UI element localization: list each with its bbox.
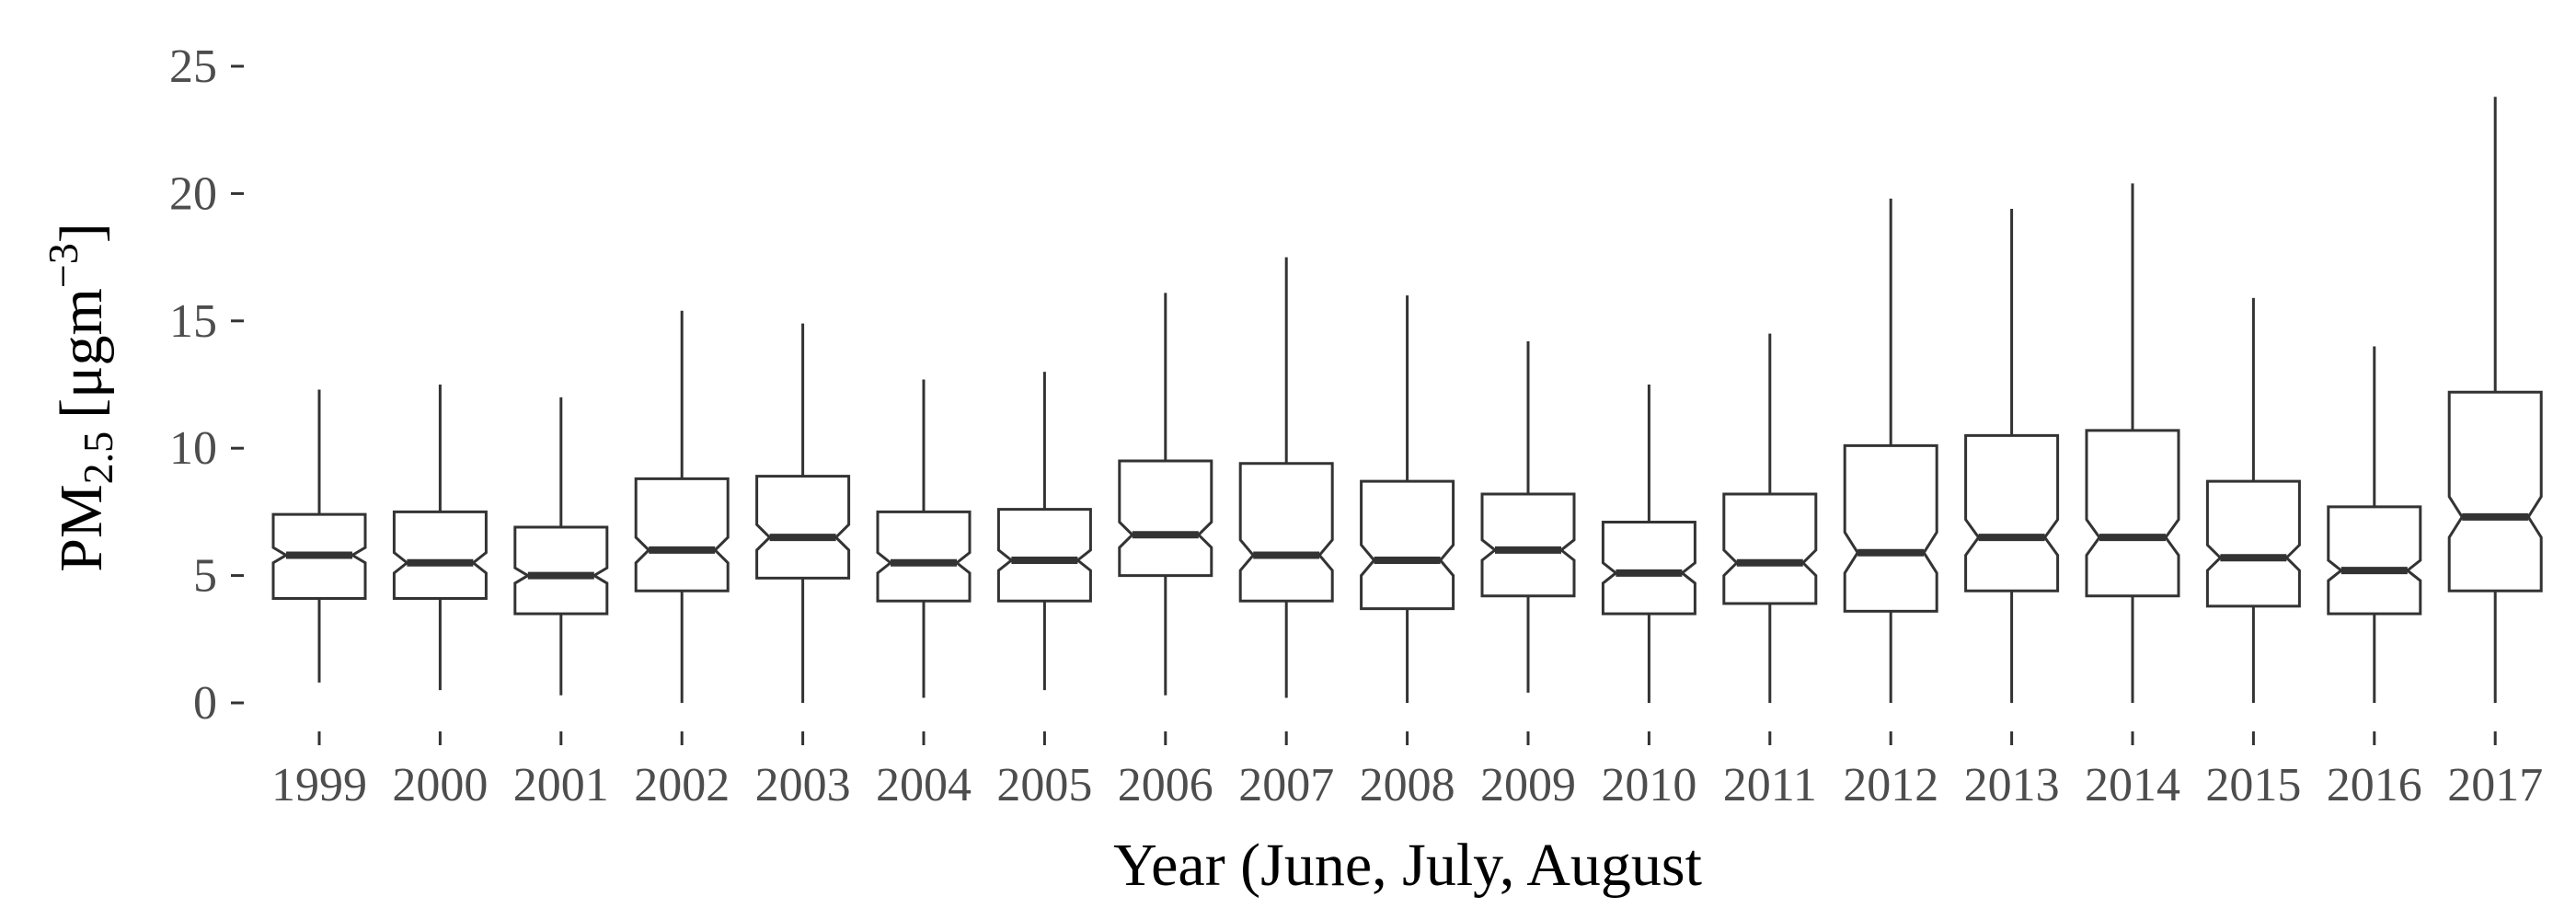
box-1999: [271, 389, 367, 683]
box-body: [2327, 505, 2422, 615]
box-2005: [996, 372, 1092, 691]
box-2010: [1601, 385, 1696, 703]
y-tick-label-5: 25: [169, 40, 217, 93]
x-tick-label-13: 2012: [1843, 759, 1938, 811]
box-2011: [1722, 333, 1818, 703]
box-body: [1480, 492, 1576, 598]
y-tick-label-0: 0: [193, 677, 217, 730]
x-tick-label-5: 2004: [876, 759, 972, 811]
box-2012: [1843, 198, 1938, 703]
box-body: [1118, 459, 1213, 578]
box-2008: [1360, 295, 1455, 703]
x-tick-label-0: 1999: [271, 759, 367, 811]
box-body: [1722, 492, 1818, 605]
x-tick-label-9: 2008: [1360, 759, 1455, 811]
box-body: [2205, 479, 2301, 608]
x-axis-title: Year (June, July, August: [1113, 832, 1702, 899]
x-tick-label-4: 2003: [755, 759, 851, 811]
box-body: [392, 510, 488, 601]
x-tick-label-8: 2007: [1238, 759, 1334, 811]
x-tick-label-14: 2013: [1964, 759, 2060, 811]
x-tick-label-3: 2002: [634, 759, 730, 811]
x-tick-label-16: 2015: [2205, 759, 2301, 811]
y-axis-title-superscript: −3: [40, 243, 86, 288]
y-axis-title-main: PM: [48, 484, 115, 571]
x-tick-label-7: 2006: [1118, 759, 1213, 811]
box-body: [1843, 443, 1938, 613]
box-2002: [634, 310, 730, 703]
y-tick-label-2: 10: [169, 422, 217, 475]
box-2000: [392, 385, 488, 691]
box-2009: [1480, 340, 1576, 693]
y-axis-title: PM2.5 [μgm−3]: [40, 223, 121, 572]
x-tick-label-17: 2016: [2327, 759, 2422, 811]
y-tick-label-4: 20: [169, 167, 217, 220]
x-tick-label-6: 2005: [996, 759, 1092, 811]
box-2014: [2085, 183, 2180, 703]
x-tick-label-11: 2010: [1601, 759, 1696, 811]
box-2006: [1118, 293, 1213, 696]
x-tick-label-1: 2000: [392, 759, 488, 811]
boxes-layer: [271, 97, 2543, 703]
box-body: [1238, 462, 1334, 603]
x-tick-label-10: 2009: [1480, 759, 1576, 811]
box-2003: [755, 323, 851, 703]
box-body: [513, 525, 609, 615]
box-2017: [2447, 97, 2543, 703]
box-body: [2085, 429, 2180, 598]
box-2007: [1238, 257, 1334, 698]
box-body: [996, 508, 1092, 603]
x-tick-label-2: 2001: [513, 759, 609, 811]
y-axis-title-units-close: ]: [48, 223, 115, 243]
x-tick-label-15: 2014: [2085, 759, 2180, 811]
box-2013: [1964, 209, 2060, 703]
y-axis: 0 5 10 15 20 25: [169, 40, 244, 730]
box-2016: [2327, 346, 2422, 703]
box-body: [634, 477, 730, 592]
box-2015: [2205, 297, 2301, 703]
x-tick-label-12: 2011: [1723, 759, 1817, 811]
box-2004: [876, 379, 972, 698]
y-axis-title-units: [μgm: [48, 288, 115, 419]
box-2001: [513, 397, 609, 696]
x-tick-label-18: 2017: [2447, 759, 2543, 811]
y-axis-title-subscript: 2.5: [75, 431, 121, 485]
box-body: [755, 475, 851, 580]
box-body: [1360, 479, 1455, 611]
box-body: [876, 510, 972, 603]
y-tick-label-1: 5: [193, 550, 217, 603]
box-body: [2447, 390, 2543, 592]
box-body: [1601, 520, 1696, 615]
box-body: [1964, 433, 2060, 592]
y-tick-label-3: 15: [169, 295, 217, 348]
x-axis: 1999 2000 2001 2002 2003 2004 2005 2006 2007 2008…: [271, 731, 2543, 811]
